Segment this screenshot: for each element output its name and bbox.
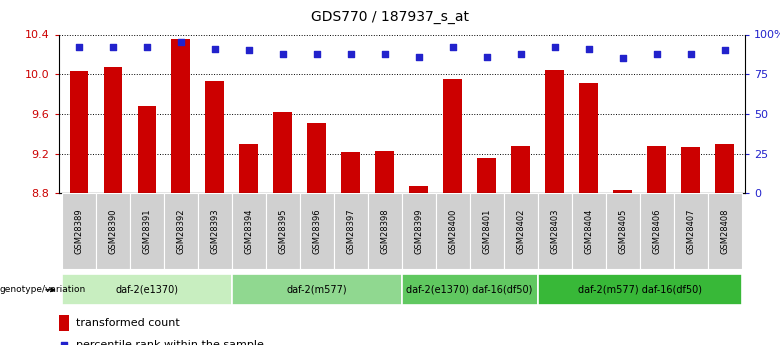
Bar — [436, 193, 470, 269]
Text: GSM28389: GSM28389 — [74, 208, 83, 254]
Bar — [239, 144, 258, 193]
Bar — [715, 144, 734, 193]
Point — [140, 45, 153, 50]
Bar — [69, 71, 88, 193]
Bar — [580, 83, 598, 193]
Bar — [367, 193, 402, 269]
Text: GDS770 / 187937_s_at: GDS770 / 187937_s_at — [311, 10, 469, 24]
Text: GSM28401: GSM28401 — [482, 208, 491, 254]
Point — [413, 54, 425, 59]
Bar — [198, 193, 232, 269]
Point — [208, 46, 221, 51]
Bar — [477, 158, 496, 193]
Point — [514, 51, 526, 56]
Point — [583, 46, 595, 51]
Bar — [504, 193, 537, 269]
Bar — [572, 193, 605, 269]
Bar — [62, 193, 96, 269]
Text: GSM28400: GSM28400 — [448, 208, 457, 254]
Bar — [410, 186, 428, 193]
Bar — [537, 193, 572, 269]
Bar — [232, 274, 402, 305]
Point — [378, 51, 391, 56]
Bar — [58, 315, 69, 331]
Bar — [511, 146, 530, 193]
Bar — [104, 67, 122, 193]
Text: GSM28407: GSM28407 — [686, 208, 695, 254]
Bar — [640, 193, 674, 269]
Text: daf-2(e1370) daf-16(df50): daf-2(e1370) daf-16(df50) — [406, 285, 533, 295]
Point — [243, 48, 255, 53]
Point — [616, 56, 629, 61]
Bar — [681, 147, 700, 193]
Bar — [232, 193, 266, 269]
Point — [480, 54, 493, 59]
Text: GSM28403: GSM28403 — [550, 208, 559, 254]
Bar — [164, 193, 198, 269]
Text: GSM28405: GSM28405 — [618, 208, 627, 254]
Point — [684, 51, 697, 56]
Bar — [443, 79, 462, 193]
Text: GSM28395: GSM28395 — [278, 208, 287, 254]
Point — [718, 48, 731, 53]
Bar — [307, 123, 326, 193]
Text: percentile rank within the sample: percentile rank within the sample — [76, 341, 264, 345]
Bar — [96, 193, 129, 269]
Text: daf-2(m577) daf-16(df50): daf-2(m577) daf-16(df50) — [577, 285, 701, 295]
Bar — [605, 193, 640, 269]
Point — [175, 40, 187, 45]
Text: GSM28404: GSM28404 — [584, 208, 593, 254]
Text: daf-2(e1370): daf-2(e1370) — [115, 285, 179, 295]
Bar — [707, 193, 742, 269]
Point — [310, 51, 323, 56]
Text: transformed count: transformed count — [76, 318, 179, 328]
Text: GSM28408: GSM28408 — [720, 208, 729, 254]
Bar — [129, 193, 164, 269]
Text: GSM28390: GSM28390 — [108, 208, 117, 254]
Point — [446, 45, 459, 50]
Point — [73, 45, 85, 50]
Point — [651, 51, 663, 56]
Bar — [613, 190, 632, 193]
Text: GSM28402: GSM28402 — [516, 208, 525, 254]
Point — [107, 45, 119, 50]
Bar — [342, 151, 360, 193]
Bar — [674, 193, 707, 269]
Text: GSM28397: GSM28397 — [346, 208, 355, 254]
Bar — [402, 274, 537, 305]
Bar — [300, 193, 334, 269]
Text: GSM28399: GSM28399 — [414, 208, 424, 254]
Bar — [172, 39, 190, 193]
Bar — [537, 274, 742, 305]
Bar — [334, 193, 367, 269]
Bar — [647, 146, 666, 193]
Text: GSM28394: GSM28394 — [244, 208, 254, 254]
Bar — [62, 274, 232, 305]
Text: GSM28392: GSM28392 — [176, 208, 186, 254]
Bar — [274, 112, 292, 193]
Bar — [375, 150, 394, 193]
Point — [277, 51, 289, 56]
Point — [345, 51, 357, 56]
Bar — [266, 193, 300, 269]
Bar — [137, 106, 156, 193]
Text: GSM28398: GSM28398 — [380, 208, 389, 254]
Point — [548, 45, 561, 50]
Text: GSM28406: GSM28406 — [652, 208, 661, 254]
Bar — [545, 70, 564, 193]
Text: GSM28391: GSM28391 — [142, 208, 151, 254]
Text: genotype/variation: genotype/variation — [0, 285, 87, 294]
Text: GSM28396: GSM28396 — [312, 208, 321, 254]
Text: GSM28393: GSM28393 — [211, 208, 219, 254]
Bar — [205, 81, 224, 193]
Point — [271, 240, 283, 246]
Bar — [402, 193, 436, 269]
Text: daf-2(m577): daf-2(m577) — [286, 285, 347, 295]
Bar — [470, 193, 504, 269]
